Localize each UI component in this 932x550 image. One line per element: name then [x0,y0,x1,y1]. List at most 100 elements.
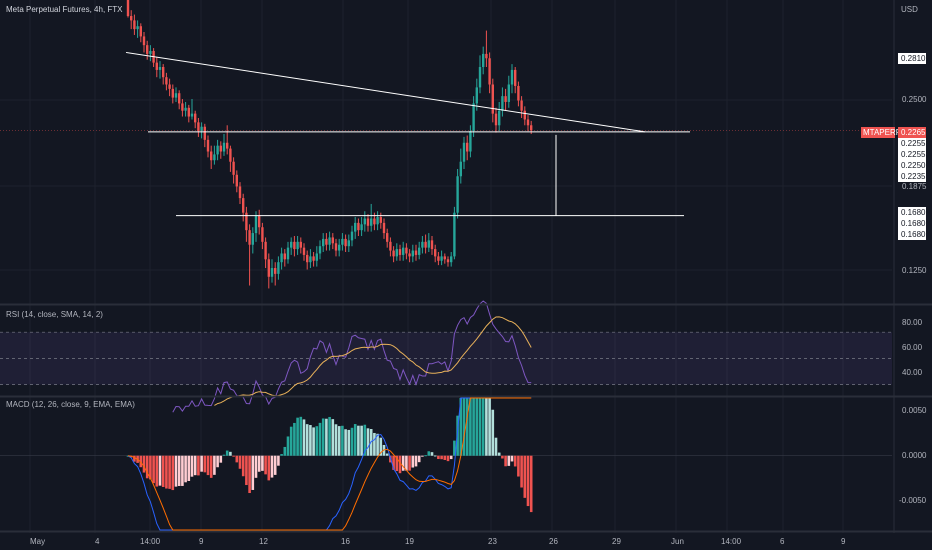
candle-body-53 [296,241,299,250]
time-label-13: 9 [841,537,846,546]
macd-hist-119 [507,455,511,466]
macd-hist-124 [523,455,527,498]
candle-body-54 [299,241,302,248]
macd-hist-47 [277,455,280,466]
candle-body-1 [130,16,133,21]
time-label-1: 4 [95,537,100,546]
tag-box-7 [898,229,926,240]
candle-body-118 [504,96,507,102]
tag-box-4 [898,171,926,182]
candle-body-5 [142,36,146,46]
candle-body-36 [242,198,245,213]
macd-hist-26 [209,455,213,478]
rsi-line [172,300,532,413]
candle-body-95 [430,240,434,250]
time-label-7: 23 [488,537,497,546]
candle-body-100 [446,259,450,263]
candle-body-96 [434,249,437,257]
rsi-ma-line [214,316,532,406]
candle-body-77 [373,218,376,225]
candle-body-0 [126,0,130,17]
macd-layer [0,397,892,531]
macd-hist-14 [171,455,175,491]
price-tag-7: 0.1680 [901,230,926,239]
candle-body-111 [482,53,485,68]
macd-hist-92 [421,455,424,457]
time-label-5: 16 [341,537,350,546]
macd-hist-41 [257,455,261,472]
macd-hist-16 [177,455,181,486]
candle-body-19 [187,107,190,117]
candle-body-75 [366,218,370,226]
candle-body-11 [162,67,165,78]
tag-box-6 [898,218,926,229]
candle-body-62 [325,238,328,245]
macd-hist-109 [475,398,479,456]
macd-hist-12 [165,455,168,489]
macd-hist-98 [440,455,443,460]
trend-drawings[interactable] [0,51,892,217]
candle-body-113 [488,58,491,85]
candle-body-50 [286,247,290,260]
price-tag-6: 0.1680 [901,219,926,228]
price-tag-4: 0.2235 [901,172,926,181]
macd-hist-110 [478,398,482,456]
candle-body-97 [437,256,440,261]
price-tag-5: 0.1680 [901,208,926,217]
macd-hist-112 [485,398,488,456]
macd-hist-42 [261,455,264,471]
macd-hist-62 [325,418,328,456]
candle-body-88 [408,253,411,257]
macd-hist-10 [158,455,162,486]
macd-hist-87 [405,455,408,471]
macd-hist-101 [449,455,453,460]
candle-body-25 [206,139,210,152]
candle-body-9 [155,62,158,70]
rsi-tick-2: 60.00 [902,343,923,352]
tag-box-3 [898,160,926,171]
macd-hist-53 [296,417,299,456]
candle-body-69 [347,240,350,247]
candle-body-114 [491,84,494,114]
candle-body-14 [171,88,174,98]
macd-hist-96 [433,455,437,457]
candle-body-67 [341,238,344,245]
candle-body-109 [475,87,478,104]
last-symbol: MTAPERP [863,128,901,137]
candle-body-55 [302,247,306,255]
price-tick-3: 0.1250 [902,266,927,275]
macd-hist-32 [229,451,232,456]
candle-body-40 [254,215,258,234]
macd-hist-68 [344,429,347,456]
candle-body-104 [459,161,462,177]
macd-hist-75 [366,428,370,456]
macd-hist-63 [328,416,331,456]
macd-hist-31 [225,450,229,456]
price-tag-2: 0.2255 [901,150,926,159]
candle-body-93 [424,241,427,248]
candle-body-120 [510,69,514,85]
candle-body-22 [197,122,200,132]
candle-body-125 [526,119,530,126]
tag-box-5 [898,207,926,218]
macd-hist-79 [379,437,383,456]
candle-body-90 [414,250,418,255]
macd-hist-93 [424,455,427,457]
candle-body-106 [466,142,469,152]
candle-body-126 [530,125,533,131]
macd-hist-90 [414,455,418,467]
descending-trendline [125,51,646,133]
currency-label: USD [901,5,918,14]
macd-hist-111 [481,398,485,456]
macd-hist-91 [417,455,421,463]
candle-body-121 [514,69,517,86]
tag-box-1 [898,138,926,149]
candle-body-87 [405,247,408,254]
candles-layer [126,0,533,289]
candle-body-10 [158,67,162,70]
macd-hist-50 [286,436,290,456]
price-tag-0: 0.2810 [901,54,926,63]
macd-hist-38 [248,455,251,494]
candle-body-49 [283,253,286,260]
